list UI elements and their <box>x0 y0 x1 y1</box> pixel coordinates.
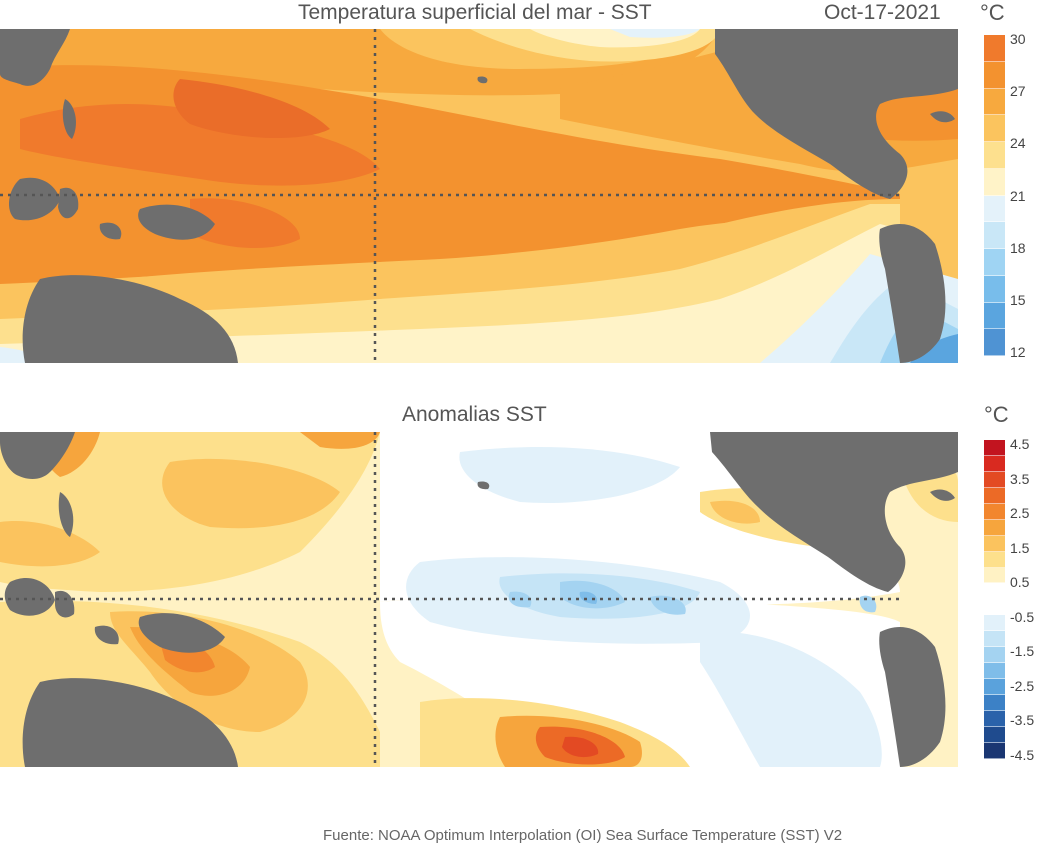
sst-map-date: Oct-17-2021 <box>824 1 941 24</box>
anomaly-colorbar-tick-label: -0.5 <box>1010 608 1035 625</box>
sst-colorbar-swatch <box>984 168 1005 196</box>
sst-colorbar-swatch <box>984 195 1005 223</box>
anomaly-colorbar-swatch <box>984 647 1005 664</box>
sst-colorbar-tick-label: 15 <box>1010 291 1026 308</box>
anomaly-colorbar-swatch <box>984 726 1005 743</box>
anomaly-colorbar-swatch <box>984 615 1005 632</box>
sst-colorbar-tick-label: 30 <box>1010 31 1026 47</box>
sst-colorbar-unit: °C <box>980 0 1005 25</box>
anomaly-colorbar-swatch <box>984 695 1005 711</box>
anomaly-colorbar-swatch <box>984 583 1005 600</box>
sst-colorbar-swatch <box>984 35 1005 62</box>
sst-colorbar-tick-label: 27 <box>1010 83 1026 100</box>
anomaly-colorbar-swatch <box>984 742 1005 759</box>
sst-colorbar-tick-label: 21 <box>1010 187 1026 204</box>
anomaly-colorbar <box>984 440 1005 759</box>
anomaly-colorbar-swatch <box>984 663 1005 680</box>
anomaly-colorbar-tick-label: 4.5 <box>1010 436 1030 452</box>
anomaly-colorbar-tick-label: 2.5 <box>1010 505 1030 522</box>
anomaly-colorbar-tick-label: -1.5 <box>1010 643 1035 660</box>
anomaly-colorbar-unit: °C <box>984 402 1009 427</box>
anomaly-colorbar-tick-label: 1.5 <box>1010 539 1030 556</box>
sst-colorbar <box>984 35 1005 356</box>
anomaly-colorbar-swatch <box>984 631 1005 648</box>
anomaly-map <box>0 432 958 767</box>
sst-colorbar-tick-label: 12 <box>1010 344 1026 360</box>
sst-colorbar-swatch <box>984 115 1005 142</box>
data-source-note: Fuente: NOAA Optimum Interpolation (OI) … <box>323 827 843 844</box>
anomaly-colorbar-swatch <box>984 455 1005 472</box>
sst-colorbar-swatch <box>984 142 1005 169</box>
anomaly-colorbar-tick-label: -4.5 <box>1010 747 1035 763</box>
sst-colorbar-tick-label: 24 <box>1010 135 1026 152</box>
anomaly-colorbar-swatch <box>984 487 1005 504</box>
anomaly-colorbar-tick-label: -2.5 <box>1010 677 1035 694</box>
anomaly-colorbar-tick-label: -3.5 <box>1010 712 1035 729</box>
anomaly-colorbar-swatch <box>984 567 1005 584</box>
anomaly-colorbar-tick-label: 0.5 <box>1010 574 1030 591</box>
sst-colorbar-swatch <box>984 329 1005 356</box>
sst-colorbar-swatch <box>984 88 1005 116</box>
sst-colorbar-swatch <box>984 249 1005 276</box>
sst-colorbar-swatch <box>984 302 1005 330</box>
anomaly-map-title: Anomalias SST <box>402 403 547 426</box>
anomaly-colorbar-swatch <box>984 599 1005 616</box>
sst-map-title: Temperatura superficial del mar - SST <box>298 1 652 24</box>
anomaly-colorbar-swatch <box>984 471 1005 488</box>
anomaly-colorbar-swatch <box>984 679 1005 695</box>
anomaly-colorbar-swatch <box>984 440 1005 456</box>
sst-map <box>0 29 958 363</box>
anomaly-colorbar-swatch <box>984 503 1005 520</box>
sst-colorbar-tick-label: 18 <box>1010 239 1026 256</box>
sst-colorbar-swatch <box>984 222 1005 249</box>
anomaly-colorbar-swatch <box>984 710 1005 727</box>
anomaly-colorbar-swatch <box>984 519 1005 536</box>
anomaly-colorbar-tick-label: 3.5 <box>1010 470 1030 487</box>
anomaly-colorbar-swatch <box>984 551 1005 568</box>
anomaly-colorbar-swatch <box>984 535 1005 552</box>
sst-colorbar-swatch <box>984 275 1005 303</box>
sst-colorbar-swatch <box>984 61 1005 89</box>
